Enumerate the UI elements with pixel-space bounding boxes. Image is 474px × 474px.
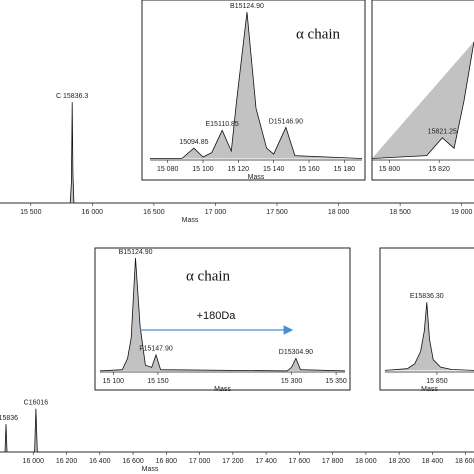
peak-label: B15124.90 [119, 249, 153, 256]
x-tick-label: 15 100 [192, 166, 214, 173]
x-tick-label: 17 000 [205, 209, 227, 216]
peak-label: 15094.85 [179, 139, 208, 146]
x-tick-label: 18 400 [422, 458, 444, 465]
x-tick-label: 18 000 [355, 458, 377, 465]
peak-label: E15836 [0, 415, 18, 422]
spectrum [99, 257, 346, 372]
x-tick-label: 15 300 [281, 378, 303, 385]
x-axis-label: Mass [248, 174, 265, 181]
x-tick-label: 17 500 [266, 209, 288, 216]
x-tick-label: 18 200 [388, 458, 410, 465]
x-tick-label: 17 400 [255, 458, 277, 465]
peak-label: 15821.25 [428, 129, 457, 136]
x-axis-label: Mass [421, 386, 438, 393]
x-tick-label: 15 800 [379, 166, 401, 173]
x-tick-label: 15 100 [103, 378, 125, 385]
peak-label: B15124.90 [230, 3, 264, 10]
spectrum [371, 41, 474, 159]
x-tick-label: 15 180 [334, 166, 356, 173]
x-tick-label: 18 000 [328, 209, 350, 216]
x-tick-label: 17 600 [289, 458, 311, 465]
x-tick-label: 15 850 [426, 378, 448, 385]
peak-label: D15304.90 [279, 349, 313, 356]
x-tick-label: 19 000 [451, 209, 473, 216]
spectrum [384, 302, 474, 371]
x-axis-label: Mass [142, 466, 159, 473]
x-tick-label: 17 800 [322, 458, 344, 465]
x-tick-label: 15 820 [428, 166, 450, 173]
x-tick-label: 17 000 [189, 458, 211, 465]
x-tick-label: 17 200 [222, 458, 244, 465]
spectrum [150, 11, 363, 159]
x-tick-label: 18 500 [389, 209, 411, 216]
x-tick-label: 15 150 [147, 378, 169, 385]
x-tick-label: 16 000 [23, 458, 45, 465]
x-tick-label: 16 400 [89, 458, 111, 465]
peak-label: C16016 [24, 399, 49, 406]
x-tick-label: 15 350 [325, 378, 347, 385]
shift-label: +180Da [197, 310, 237, 322]
x-tick-label: 16 000 [82, 209, 104, 216]
x-tick-label: 15 160 [298, 166, 320, 173]
x-tick-label: 18 600 [455, 458, 474, 465]
x-tick-label: 16 600 [122, 458, 144, 465]
peak-label: F15147.90 [139, 346, 173, 353]
peak-label: E15836.30 [410, 293, 444, 300]
peak-label: D15146.90 [269, 118, 303, 125]
x-tick-label: 16 200 [56, 458, 78, 465]
peak-label: C 15836.3 [56, 93, 88, 100]
x-axis-label: Mass [214, 386, 231, 393]
x-axis-label: Mass [182, 217, 199, 224]
inset-title: α chain [186, 268, 231, 284]
x-tick-label: 15 080 [157, 166, 179, 173]
x-tick-label: 15 120 [228, 166, 250, 173]
spectrum [0, 408, 474, 453]
x-tick-label: 15 500 [20, 209, 42, 216]
inset-title: α chain [296, 26, 341, 42]
x-tick-label: 16 800 [156, 458, 178, 465]
x-tick-label: 16 500 [143, 209, 165, 216]
x-tick-label: 15 140 [263, 166, 285, 173]
peak-label: E15110.85 [205, 121, 238, 128]
